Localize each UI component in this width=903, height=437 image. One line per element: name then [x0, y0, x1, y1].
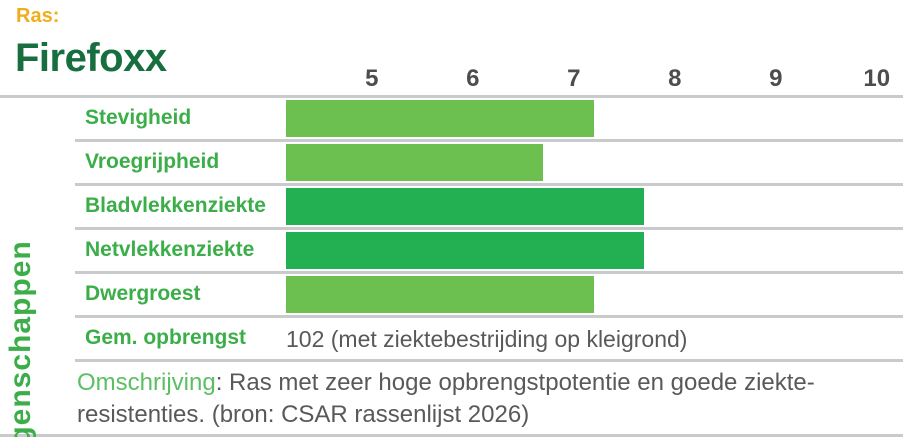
variety-name: Firefoxx — [15, 36, 167, 80]
chart-row: Vroegrijpheid — [75, 139, 903, 183]
description-text-line1: : Ras met zeer hoge opbrengstpotentie en… — [215, 369, 815, 396]
x-axis-tick-7: 7 — [567, 65, 581, 92]
x-axis-tick-10: 10 — [863, 65, 891, 92]
description-text-line2: resistenties. (bron: CSAR rassenlijst 20… — [77, 401, 530, 428]
top-divider-line — [0, 95, 903, 98]
chart-row: Netvlekkenziekte — [75, 227, 903, 271]
value-bar — [286, 144, 544, 181]
row-label: Stevigheid — [85, 106, 192, 129]
chart-row: Bladvlekkenziekte — [75, 183, 903, 227]
value-bar — [286, 188, 645, 225]
x-axis-tick-8: 8 — [668, 65, 682, 92]
row-label: Dwergroest — [85, 282, 201, 305]
ras-label: Ras: — [16, 5, 60, 27]
description-block: Omschrijving: Ras met zeer hoge opbrengs… — [75, 359, 903, 434]
bar-track — [286, 186, 903, 227]
row-label: Vroegrijpheid — [85, 150, 220, 173]
chart-row: Stevigheid — [75, 98, 903, 139]
y-axis-title: Eigenschappen — [4, 240, 37, 437]
x-axis-tick-6: 6 — [466, 65, 480, 92]
yield-row-value: 102 (met ziektebestrijding op kleigrond) — [286, 326, 688, 352]
row-label: Netvlekkenziekte — [85, 238, 255, 261]
description-label: Omschrijving — [77, 369, 216, 396]
value-bar — [286, 232, 645, 269]
bar-track — [286, 274, 903, 315]
x-axis-tick-labels: 5 6 7 8 9 10 — [286, 61, 903, 95]
value-bar — [286, 100, 594, 137]
bar-track — [286, 230, 903, 271]
chart-header: Ras: Firefoxx 5 6 7 8 9 10 — [0, 0, 903, 95]
row-label: Bladvlekkenziekte — [85, 194, 266, 217]
bar-rows: Stevigheid Vroegrijpheid Bladvlekkenziekte… — [0, 98, 903, 315]
value-bar — [286, 276, 594, 313]
bar-track — [286, 98, 903, 139]
yield-row: Gem. opbrengst 102 (met ziektebestrijdin… — [75, 315, 903, 359]
bar-track — [286, 142, 903, 183]
x-axis-tick-9: 9 — [769, 65, 783, 92]
chart-area: Eigenschappen Stevigheid Vroegrijpheid Bla… — [0, 98, 903, 437]
chart-row: Dwergroest — [75, 271, 903, 315]
yield-row-label: Gem. opbrengst — [85, 326, 247, 349]
x-axis-tick-5: 5 — [365, 65, 379, 92]
bottom-divider-line — [0, 434, 903, 437]
